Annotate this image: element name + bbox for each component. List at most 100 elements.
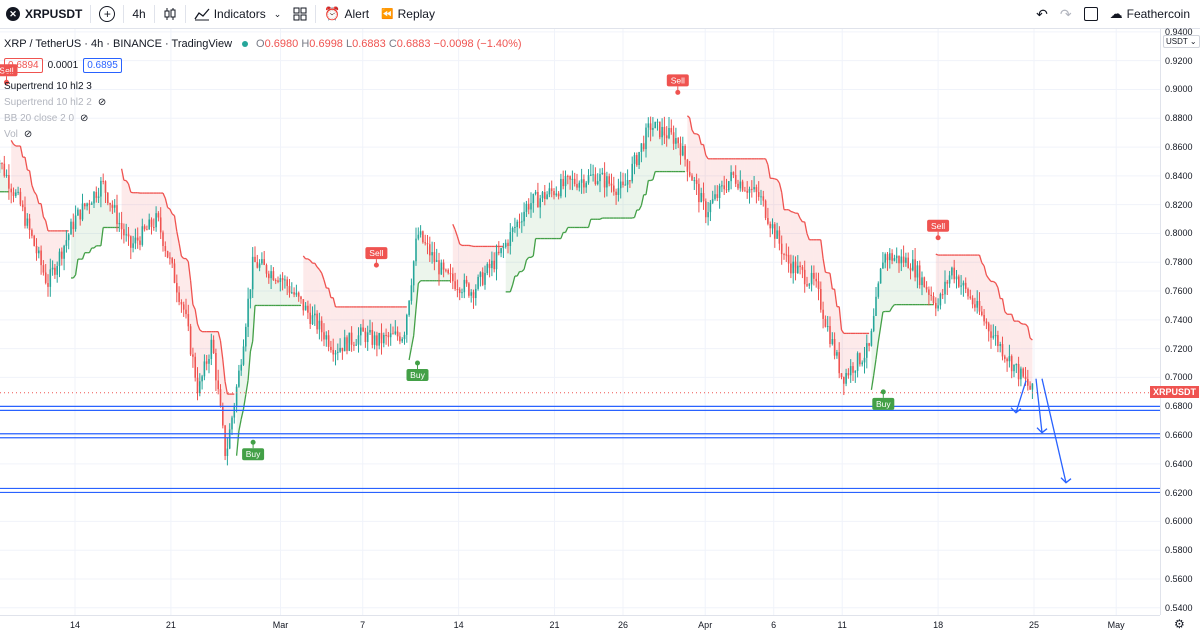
candle-body <box>792 262 794 274</box>
layout-button[interactable] <box>287 0 313 28</box>
candle-body <box>399 336 401 341</box>
candle-body <box>1022 369 1024 377</box>
layout-save-button[interactable]: ☁ Feathercoin <box>1104 0 1200 28</box>
candle-body <box>54 268 56 275</box>
candle-body <box>512 228 514 232</box>
candle-body <box>473 292 475 298</box>
candle-body <box>521 221 523 222</box>
candle-body <box>901 257 903 264</box>
candle-body <box>100 181 102 197</box>
candle-body <box>174 263 176 283</box>
candle-body <box>484 273 486 285</box>
candle-body <box>344 337 346 351</box>
candle-body <box>119 223 121 224</box>
candle-body <box>114 205 116 208</box>
candle-body <box>802 267 804 270</box>
candle-body <box>24 207 26 226</box>
price-tick-label: 0.8400 <box>1165 171 1193 181</box>
eye-hidden-icon[interactable]: ⊘ <box>98 97 106 108</box>
chevron-down-icon: ⌄ <box>1190 37 1197 46</box>
indicator-row[interactable]: BB 20 close 2 0 ⊘ <box>4 110 522 126</box>
candle-body <box>247 299 249 327</box>
indicator-row[interactable]: Supertrend 10 hl2 3 <box>4 78 522 94</box>
symbol-search-button[interactable]: ✕ XRPUSDT <box>0 0 88 28</box>
candle-body <box>139 241 141 245</box>
indicator-row[interactable]: Vol ⊘ <box>4 126 522 142</box>
candle-body <box>1029 386 1031 390</box>
indicator-label: Supertrend 10 hl2 2 <box>4 97 92 108</box>
eye-hidden-icon[interactable]: ⊘ <box>24 129 32 140</box>
candle-body <box>75 215 77 229</box>
redo-button[interactable]: ↷ <box>1054 0 1078 28</box>
candle-body <box>277 280 279 282</box>
fullscreen-button[interactable] <box>1078 0 1104 28</box>
supertrend-line <box>1021 323 1023 324</box>
candle-body <box>86 203 88 206</box>
candle-body <box>413 261 415 285</box>
candle-body <box>445 270 447 271</box>
candle-body <box>668 128 670 138</box>
candle-body <box>638 152 640 165</box>
candle-body <box>891 253 893 261</box>
candle-body <box>590 175 592 176</box>
candle-body <box>401 339 403 341</box>
candle-body <box>346 337 348 350</box>
replay-button[interactable]: ⏪ Replay <box>375 0 441 28</box>
candle-body <box>993 336 995 338</box>
candle-body <box>705 201 707 217</box>
buy-price-button[interactable]: 0.6895 <box>83 58 122 73</box>
candle-body <box>507 243 509 246</box>
settings-gear-icon[interactable]: ⚙ <box>1174 617 1185 631</box>
candle-body <box>215 353 217 380</box>
user-label: Feathercoin <box>1127 7 1190 21</box>
chart-type-button[interactable] <box>157 0 183 28</box>
candle-body <box>889 253 891 260</box>
candle-body <box>1002 344 1004 356</box>
open-label: O <box>256 38 265 50</box>
candle-body <box>726 189 728 190</box>
candle-body <box>871 331 873 346</box>
price-tick-label: 0.5600 <box>1165 574 1193 584</box>
candle-body <box>569 176 571 179</box>
candles-icon <box>163 7 177 21</box>
candle-body <box>96 192 98 198</box>
interval-button[interactable]: 4h <box>126 0 151 28</box>
supertrend-line <box>773 178 775 179</box>
candle-body <box>305 306 307 311</box>
candle-body <box>744 191 746 192</box>
candle-body <box>703 193 705 201</box>
candle-body <box>480 272 482 277</box>
time-tick-label: 7 <box>360 620 365 630</box>
candle-body <box>461 292 463 293</box>
candle-body <box>882 263 884 269</box>
currency-select[interactable]: USDT ⌄ <box>1163 35 1200 48</box>
candle-body <box>475 289 477 298</box>
indicator-label: Supertrend 10 hl2 3 <box>4 81 92 92</box>
candle-body <box>855 371 857 373</box>
candle-body <box>643 143 645 149</box>
indicator-row[interactable]: Supertrend 10 hl2 2 ⊘ <box>4 94 522 110</box>
price-tick-label: 0.9200 <box>1165 56 1193 66</box>
candle-body <box>864 358 866 363</box>
alert-button[interactable]: ⏰ Alert <box>318 0 375 28</box>
candle-body <box>316 314 318 330</box>
candle-body <box>321 321 323 333</box>
candle-body <box>355 345 357 346</box>
candle-body <box>937 305 939 308</box>
supertrend-fill <box>623 183 625 218</box>
candle-body <box>307 306 309 313</box>
candle-body <box>263 259 265 265</box>
undo-button[interactable]: ↶ <box>1030 0 1054 28</box>
candle-body <box>188 314 190 326</box>
symbol-label: XRPUSDT <box>25 7 82 21</box>
compare-symbol-button[interactable]: + <box>93 0 121 28</box>
indicators-button[interactable]: Indicators ⌄ <box>188 0 288 28</box>
eye-hidden-icon[interactable]: ⊘ <box>80 113 88 124</box>
candle-body <box>123 229 125 235</box>
sell-price-button[interactable]: 0.6894 <box>4 58 43 73</box>
candle-body <box>721 185 723 186</box>
candle-body <box>781 244 783 254</box>
candle-body <box>275 280 277 281</box>
